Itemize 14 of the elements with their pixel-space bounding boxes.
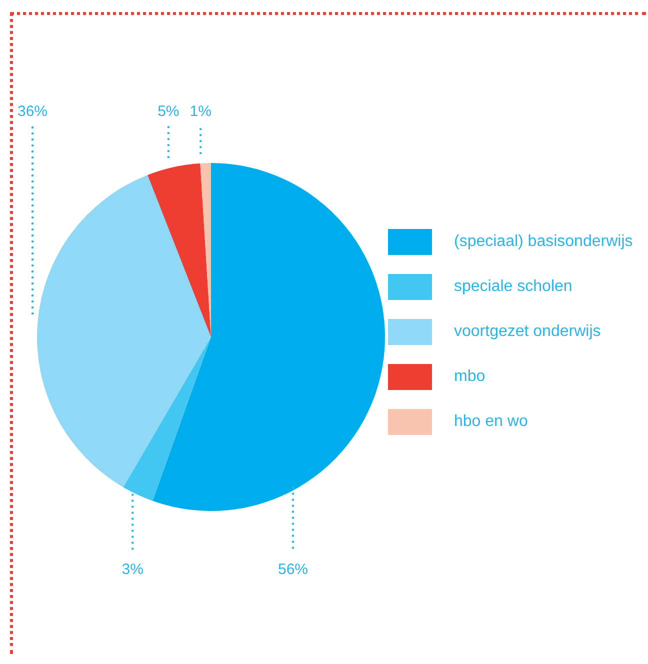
pie-slice bbox=[123, 337, 211, 501]
legend-label: speciale scholen bbox=[454, 278, 572, 296]
pie-slice bbox=[152, 163, 385, 511]
data-label: 1% bbox=[190, 103, 212, 120]
legend-label: (speciaal) basisonderwijs bbox=[454, 233, 633, 251]
legend-label: mbo bbox=[454, 368, 486, 386]
pie-slice bbox=[148, 163, 211, 337]
legend-label: hbo en wo bbox=[454, 413, 528, 431]
pie-slice bbox=[37, 174, 211, 488]
data-label: 5% bbox=[158, 103, 180, 120]
data-label: 56% bbox=[278, 561, 308, 578]
legend-label: voortgezet onderwijs bbox=[454, 323, 601, 341]
data-label: 3% bbox=[122, 561, 144, 578]
data-label: 36% bbox=[18, 103, 48, 120]
